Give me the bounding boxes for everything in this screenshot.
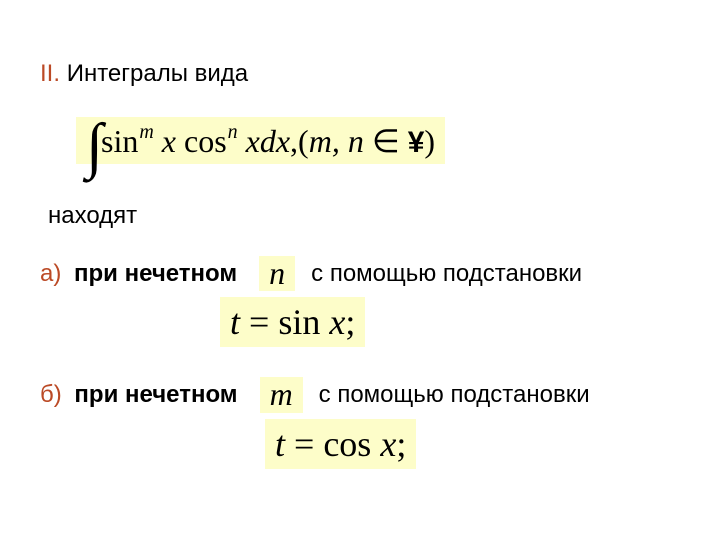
tail-set: ¥ xyxy=(408,126,425,159)
case-a-formula-block: t = sin x; xyxy=(220,297,365,347)
case-a-fn: sin xyxy=(278,302,329,342)
case-b-var: m xyxy=(260,377,303,412)
case-a-formula-row: t = sin x; xyxy=(40,297,680,347)
exp-n: n xyxy=(227,121,238,143)
tail-vars: m, n xyxy=(309,123,364,159)
case-b-formula-block: t = cos x; xyxy=(265,419,416,469)
case-b-rvar: x xyxy=(380,424,396,464)
heading-text: Интегралы вида xyxy=(67,60,248,87)
case-a-formula: t = sin x; xyxy=(230,302,355,342)
case-a-rvar: x xyxy=(329,302,345,342)
case-b-eq: = xyxy=(285,424,323,464)
var-x-2: x xyxy=(246,123,260,159)
main-formula-row: ∫sinm x cosn xdx,(m, n ∈ ¥) xyxy=(76,117,680,164)
case-b-formula-row: t = cos x; xyxy=(40,419,680,469)
case-b-formula: t = cos x; xyxy=(275,424,406,464)
case-a-row: а) при нечетном n с помощью подстановки xyxy=(40,256,680,291)
main-formula: ∫sinm x cosn xdx,(m, n ∈ ¥) xyxy=(86,123,435,159)
case-a-end: ; xyxy=(345,302,355,342)
case-b-marker: б) xyxy=(40,381,62,409)
diff-dx: dx xyxy=(260,123,290,159)
tail-in: ∈ xyxy=(364,123,408,159)
main-formula-block: ∫sinm x cosn xdx,(m, n ∈ ¥) xyxy=(76,117,445,164)
fn-cos: cos xyxy=(184,123,227,159)
case-a-bold: при нечетном xyxy=(74,260,237,288)
var-x-1: x xyxy=(162,123,176,159)
case-b-end: ; xyxy=(396,424,406,464)
case-b-bold: при нечетном xyxy=(74,381,237,409)
case-a-tail: с помощью подстановки xyxy=(311,260,582,288)
slide: II. Интегралы вида ∫sinm x cosn xdx,(m, … xyxy=(0,0,720,540)
case-a-var: n xyxy=(259,256,295,291)
find-label: находят xyxy=(48,202,680,230)
exp-m: m xyxy=(138,121,153,143)
case-a-eq: = xyxy=(240,302,278,342)
case-a-lhs: t xyxy=(230,302,240,342)
heading-roman: II. xyxy=(40,60,60,87)
tail-open: ,( xyxy=(290,123,309,159)
case-b-row: б) при нечетном m с помощью подстановки xyxy=(40,377,680,412)
tail-close: ) xyxy=(424,123,435,159)
case-b-lhs: t xyxy=(275,424,285,464)
case-b-tail: с помощью подстановки xyxy=(319,381,590,409)
case-a-marker: а) xyxy=(40,260,61,288)
fn-sin: sin xyxy=(101,123,138,159)
heading-line: II. Интегралы вида xyxy=(40,58,680,89)
case-b-fn: cos xyxy=(323,424,380,464)
